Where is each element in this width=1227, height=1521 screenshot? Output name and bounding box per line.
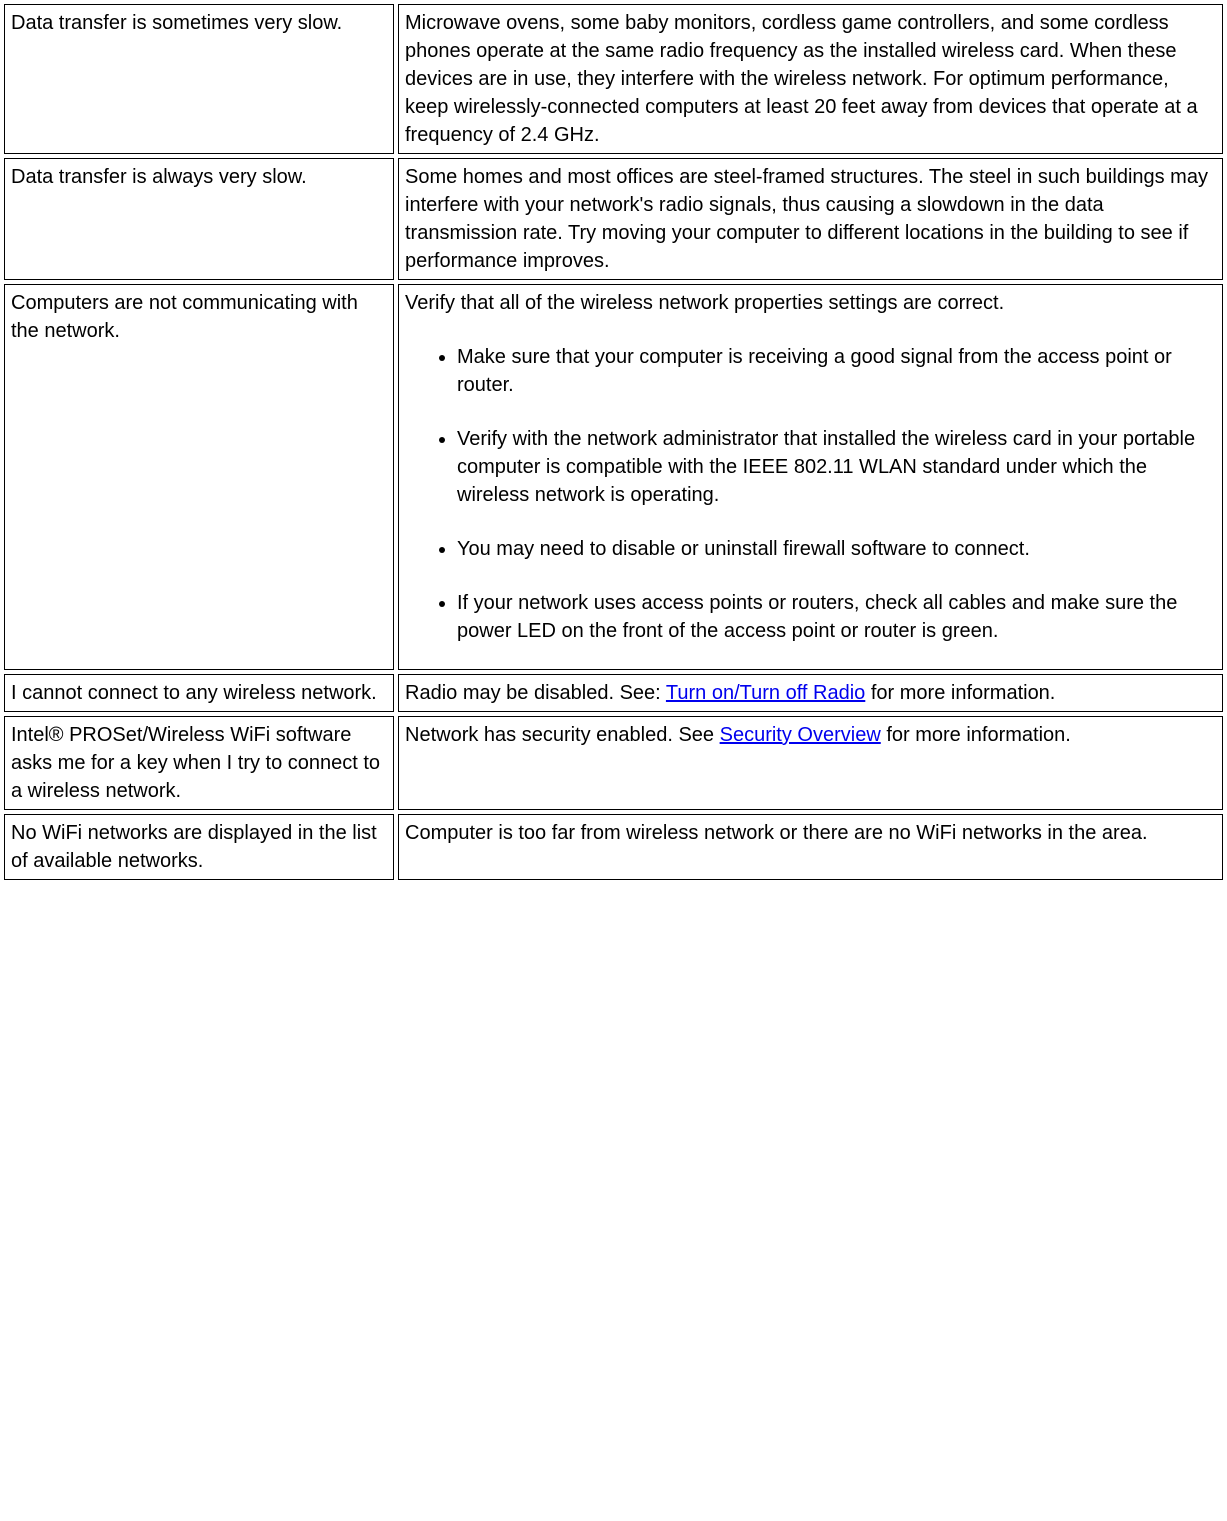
solution-cell: Microwave ovens, some baby monitors, cor… — [398, 4, 1223, 154]
solution-text: Some homes and most offices are steel-fr… — [405, 166, 1208, 272]
problem-text: Computers are not communicating with the… — [11, 292, 358, 342]
solution-cell: Some homes and most offices are steel-fr… — [398, 158, 1223, 280]
radio-link[interactable]: Turn on/Turn off Radio — [666, 682, 865, 704]
table-row: Intel® PROSet/Wireless WiFi software ask… — [4, 716, 1223, 810]
problem-text: Intel® PROSet/Wireless WiFi software ask… — [11, 724, 380, 802]
solution-cell: Verify that all of the wireless network … — [398, 284, 1223, 670]
solution-list: Make sure that your computer is receivin… — [405, 343, 1216, 645]
problem-text: No WiFi networks are displayed in the li… — [11, 822, 377, 872]
table-row: No WiFi networks are displayed in the li… — [4, 814, 1223, 880]
table-row: Data transfer is sometimes very slow. Mi… — [4, 4, 1223, 154]
solution-text-before: Network has security enabled. See — [405, 724, 720, 746]
solution-cell: Computer is too far from wireless networ… — [398, 814, 1223, 880]
problem-text: Data transfer is always very slow. — [11, 166, 307, 188]
list-item: You may need to disable or uninstall fir… — [457, 535, 1216, 563]
list-item: Verify with the network administrator th… — [457, 425, 1216, 509]
table-row: Computers are not communicating with the… — [4, 284, 1223, 670]
solution-text-before: Radio may be disabled. See: — [405, 682, 666, 704]
security-overview-link[interactable]: Security Overview — [720, 724, 881, 746]
troubleshooting-table: Data transfer is sometimes very slow. Mi… — [0, 0, 1227, 884]
list-item: Make sure that your computer is receivin… — [457, 343, 1216, 399]
solution-text-after: for more information. — [881, 724, 1071, 746]
solution-cell: Radio may be disabled. See: Turn on/Turn… — [398, 674, 1223, 712]
solution-text: Microwave ovens, some baby monitors, cor… — [405, 12, 1198, 146]
bottom-spacer — [0, 884, 1227, 1004]
problem-cell: Computers are not communicating with the… — [4, 284, 394, 670]
problem-cell: No WiFi networks are displayed in the li… — [4, 814, 394, 880]
solution-lead-text: Verify that all of the wireless network … — [405, 289, 1216, 317]
problem-cell: I cannot connect to any wireless network… — [4, 674, 394, 712]
problem-cell: Data transfer is sometimes very slow. — [4, 4, 394, 154]
solution-cell: Network has security enabled. See Securi… — [398, 716, 1223, 810]
table-row: I cannot connect to any wireless network… — [4, 674, 1223, 712]
solution-text-after: for more information. — [865, 682, 1055, 704]
solution-text: Computer is too far from wireless networ… — [405, 822, 1148, 844]
table-body: Data transfer is sometimes very slow. Mi… — [4, 4, 1223, 880]
problem-text: Data transfer is sometimes very slow. — [11, 12, 342, 34]
problem-cell: Data transfer is always very slow. — [4, 158, 394, 280]
problem-cell: Intel® PROSet/Wireless WiFi software ask… — [4, 716, 394, 810]
table-row: Data transfer is always very slow. Some … — [4, 158, 1223, 280]
problem-text: I cannot connect to any wireless network… — [11, 682, 377, 704]
list-item: If your network uses access points or ro… — [457, 589, 1216, 645]
